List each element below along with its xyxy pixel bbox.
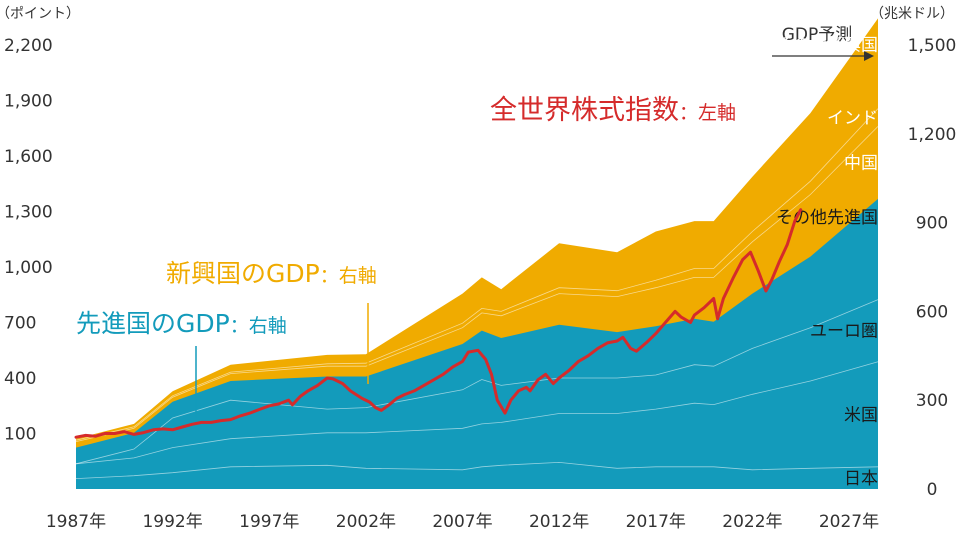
right-tick-label: 600 (916, 302, 948, 322)
right-axis-unit: （兆米ドル） (870, 6, 954, 22)
area-layer (76, 18, 878, 490)
x-tick-label: 1987年 (46, 512, 106, 532)
band-boundary-line (75, 108, 879, 441)
band-label: その他先進国 (776, 208, 878, 228)
stock-line-layer (74, 208, 803, 439)
developed-gdp-annotation: 先進国のGDP：右軸 (76, 309, 287, 338)
left-tick-label: 1,300 (4, 203, 53, 223)
left-tick-label: 100 (4, 425, 36, 445)
emerging-gdp-annotation: 新興国のGDP：右軸 (166, 259, 377, 288)
band-label: 中国 (844, 154, 878, 174)
x-tick-label: 2002年 (336, 512, 396, 532)
x-tick-label: 2017年 (626, 512, 686, 532)
band-boundary-line (75, 361, 879, 465)
x-tick-label: 1997年 (239, 512, 299, 532)
right-tick-label: 0 (927, 480, 938, 500)
right-tick-label: 1,200 (908, 125, 957, 145)
x-tick-label: 2007年 (432, 512, 492, 532)
band-label: ユーロ圏 (810, 322, 878, 342)
band-label: 日本 (844, 469, 878, 489)
developed-gdp-axis-note: ：右軸 (230, 315, 287, 337)
left-tick-label: 1,900 (4, 92, 53, 112)
band-label: その他新興国 (776, 35, 878, 55)
stock-index-label: 全世界株式指数 (490, 95, 679, 126)
tick-layer: 1987年 1992年 1997年 2002年 2007年 2012年 2017年 2022年… (4, 36, 956, 532)
band-label: 米国 (844, 405, 878, 425)
right-tick-label: 1,500 (908, 36, 957, 56)
left-tick-label: 400 (4, 369, 36, 389)
left-tick-label: 2,200 (4, 36, 53, 56)
band-label: インド (827, 109, 878, 129)
x-tick-label: 2027年 (819, 512, 879, 532)
x-tick-label: 2022年 (722, 512, 782, 532)
band-boundary-line (75, 299, 879, 465)
developed-gdp-label: 先進国のGDP (76, 309, 230, 338)
band-boundary-line (75, 461, 879, 479)
left-tick-label: 700 (4, 314, 36, 334)
left-tick-label: 1,000 (4, 258, 53, 278)
x-tick-label: 2012年 (529, 512, 589, 532)
band-label-layer: 日本 米国 ユーロ圏 その他先進国 中国 インド その他新興国 (776, 35, 878, 489)
emerging-gdp-axis-note: ：右軸 (320, 265, 377, 287)
stock-index-axis-note: ：左軸 (679, 102, 736, 124)
left-tick-label: 1,600 (4, 147, 53, 167)
right-tick-label: 900 (916, 214, 948, 234)
developed-gdp-area (76, 198, 878, 489)
stock-index-annotation: 全世界株式指数：左軸 (490, 95, 736, 126)
band-boundary-line (75, 126, 879, 442)
band-line-layer (75, 108, 879, 479)
left-axis-unit: （ポイント） (0, 6, 80, 22)
forecast-arrow-head (864, 51, 874, 61)
stock-index-line (74, 208, 803, 439)
emerging-gdp-label: 新興国のGDP (166, 259, 320, 288)
x-tick-label: 1992年 (142, 512, 202, 532)
forecast-label: GDP予測 (782, 25, 853, 45)
right-tick-label: 300 (916, 391, 948, 411)
